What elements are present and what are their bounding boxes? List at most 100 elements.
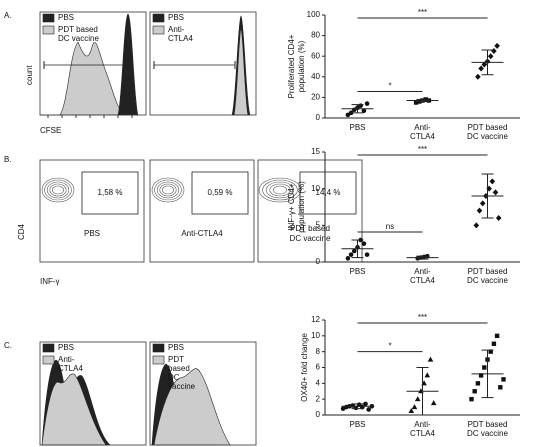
plot-frame (149, 159, 255, 263)
contour (44, 179, 72, 201)
data-point (364, 252, 370, 257)
data-point (487, 53, 494, 60)
x-tick-label: Anti- (414, 267, 431, 276)
legend-label: vaccine (168, 382, 196, 391)
data-point (363, 401, 368, 407)
data-point (348, 252, 354, 257)
data-point (491, 341, 497, 346)
sample-label: DC vaccine (290, 234, 331, 243)
contour (156, 181, 180, 199)
data-point (424, 372, 431, 378)
legend-label: PBS (58, 13, 74, 22)
contour (41, 177, 75, 203)
y-tick-label: 0 (316, 257, 321, 266)
sample-label: PDT based (290, 224, 330, 233)
contour (159, 183, 177, 197)
data-point (361, 241, 367, 246)
significance-label: * (388, 82, 391, 91)
data-point (482, 365, 487, 370)
y-tick-label: 100 (307, 10, 321, 19)
x-tick-label: PDT based (468, 267, 508, 276)
y-tick-label: 40 (311, 72, 320, 81)
data-point (481, 61, 488, 68)
histogram (41, 359, 111, 446)
contour (46, 181, 70, 199)
gate-value: 14,4 % (316, 188, 341, 197)
y-tick-label: 6 (316, 363, 321, 372)
x-tick-label: DC vaccine (467, 276, 508, 285)
data-point (408, 408, 415, 414)
y-tick-label: 0 (316, 113, 321, 122)
legend-label: DC (168, 373, 180, 382)
x-tick-label: Anti- (414, 420, 431, 429)
data-point (501, 377, 506, 382)
histogram-peak (233, 27, 249, 116)
data-point (489, 178, 496, 185)
data-point (488, 349, 493, 354)
y-axis-label: population (%) (297, 40, 306, 92)
contour (52, 185, 64, 195)
significance-label: ns (386, 222, 394, 231)
significance-label: *** (418, 8, 427, 17)
data-point (364, 101, 370, 106)
data-point (430, 400, 437, 406)
contour (269, 183, 291, 197)
legend-swatch (152, 343, 165, 353)
data-point (494, 333, 500, 339)
x-tick-label: Anti- (414, 123, 431, 132)
data-point (345, 256, 351, 261)
data-point (414, 396, 421, 402)
data-point (475, 381, 481, 386)
sample-label: Anti-CTLA4 (181, 229, 223, 238)
data-point (348, 110, 354, 116)
plot-frame (149, 341, 257, 446)
data-point (495, 215, 502, 221)
data-point (366, 407, 372, 412)
x-tick-label: CTLA4 (410, 132, 435, 141)
data-point (475, 73, 481, 80)
legend-label: PBS (58, 343, 74, 352)
histogram-peak (40, 41, 125, 116)
y-tick-label: 10 (311, 331, 320, 340)
y-tick-label: 4 (316, 378, 321, 387)
significance-label: *** (418, 313, 427, 322)
data-point (413, 100, 419, 105)
gate-value: 0,59 % (208, 188, 233, 197)
y-axis-label: OX40+ fold change (300, 333, 309, 402)
legend-swatch (152, 13, 165, 23)
y-tick-label: 0 (316, 410, 321, 419)
plot-frame (39, 341, 147, 446)
y-tick-label: 60 (311, 51, 320, 60)
histogram (40, 13, 139, 116)
gate (299, 171, 357, 215)
legend-label: PDT (168, 355, 184, 364)
data-point (358, 103, 364, 108)
data-point (479, 200, 486, 207)
y-axis-label: count (25, 65, 34, 85)
y-axis-label: Proliferated CD4+ (287, 34, 296, 98)
legend-label: CTLA4 (168, 34, 193, 43)
plot-frame (149, 11, 257, 116)
histogram-peak (153, 368, 231, 446)
x-tick-label: PDT based (468, 420, 508, 429)
data-point (494, 42, 500, 49)
legend-swatch (42, 25, 55, 35)
y-tick-label: 10 (311, 184, 320, 193)
data-point (411, 404, 418, 410)
data-point (476, 207, 483, 214)
plot-frame (39, 11, 147, 116)
contour (154, 179, 182, 201)
contour (262, 179, 298, 201)
plot-frame (39, 159, 145, 263)
histogram-peak (117, 13, 139, 116)
contour (265, 181, 295, 199)
data-point (469, 396, 474, 402)
significance-label: * (388, 342, 391, 351)
y-tick-label: 2 (316, 394, 321, 403)
y-tick-label: 20 (311, 93, 320, 102)
legend-swatch (42, 13, 55, 23)
x-axis-label: INF-γ (40, 277, 60, 286)
legend-swatch (152, 355, 165, 365)
contour (273, 185, 287, 195)
